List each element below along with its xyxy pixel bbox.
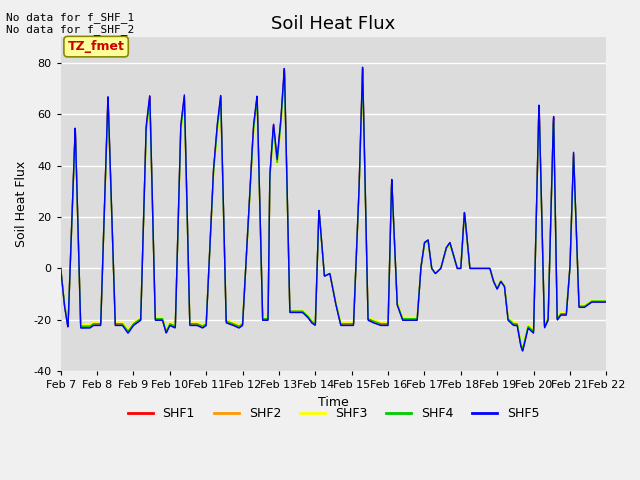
SHF4 <box>487 268 495 274</box>
SHF3 <box>84 322 92 327</box>
Title: Soil Heat Flux: Soil Heat Flux <box>271 15 396 33</box>
SHF3 <box>602 297 610 303</box>
SHF5 <box>587 300 595 306</box>
SHF1 <box>587 300 595 305</box>
SHF4 <box>322 272 330 278</box>
SHF5 <box>322 273 330 278</box>
SHF3 <box>57 265 65 271</box>
SHF3 <box>322 272 330 278</box>
Line: SHF4: SHF4 <box>61 73 606 348</box>
Text: TZ_fmet: TZ_fmet <box>68 40 125 53</box>
X-axis label: Time: Time <box>318 396 349 408</box>
Line: SHF5: SHF5 <box>61 67 606 351</box>
Y-axis label: Soil Heat Flux: Soil Heat Flux <box>15 161 28 247</box>
SHF5 <box>587 300 595 306</box>
SHF2 <box>359 72 367 78</box>
SHF3 <box>359 76 367 82</box>
Text: No data for f_SHF_1: No data for f_SHF_1 <box>6 12 134 23</box>
SHF3 <box>587 298 595 303</box>
SHF4 <box>518 346 526 351</box>
SHF5 <box>84 325 92 331</box>
Legend: SHF1, SHF2, SHF3, SHF4, SHF5: SHF1, SHF2, SHF3, SHF4, SHF5 <box>122 402 545 425</box>
SHF4 <box>57 265 65 271</box>
SHF2 <box>587 299 595 304</box>
SHF1 <box>518 348 526 353</box>
Line: SHF3: SHF3 <box>61 79 606 346</box>
SHF1 <box>602 299 610 305</box>
SHF5 <box>359 64 367 70</box>
SHF2 <box>57 265 65 271</box>
SHF4 <box>602 298 610 304</box>
SHF1 <box>487 268 495 274</box>
Text: No data for f_SHF_2: No data for f_SHF_2 <box>6 24 134 35</box>
SHF1 <box>587 300 595 305</box>
SHF5 <box>57 265 65 271</box>
SHF1 <box>84 324 92 330</box>
SHF4 <box>308 318 316 324</box>
SHF4 <box>84 324 92 329</box>
SHF4 <box>587 299 595 305</box>
SHF1 <box>57 265 65 271</box>
SHF3 <box>587 298 595 304</box>
SHF2 <box>587 299 595 304</box>
SHF5 <box>308 320 316 325</box>
SHF4 <box>359 70 367 76</box>
SHF1 <box>308 319 316 325</box>
SHF5 <box>602 299 610 305</box>
SHF2 <box>602 298 610 304</box>
Line: SHF1: SHF1 <box>61 69 606 350</box>
SHF2 <box>487 268 495 274</box>
SHF4 <box>587 299 595 304</box>
SHF3 <box>518 343 526 349</box>
SHF2 <box>518 345 526 350</box>
SHF5 <box>487 268 495 274</box>
SHF1 <box>322 273 330 278</box>
SHF5 <box>518 348 526 354</box>
Line: SHF2: SHF2 <box>61 75 606 348</box>
SHF1 <box>359 66 367 72</box>
SHF2 <box>322 272 330 278</box>
SHF2 <box>308 318 316 324</box>
SHF2 <box>84 323 92 329</box>
SHF3 <box>308 317 316 323</box>
SHF3 <box>487 268 495 274</box>
